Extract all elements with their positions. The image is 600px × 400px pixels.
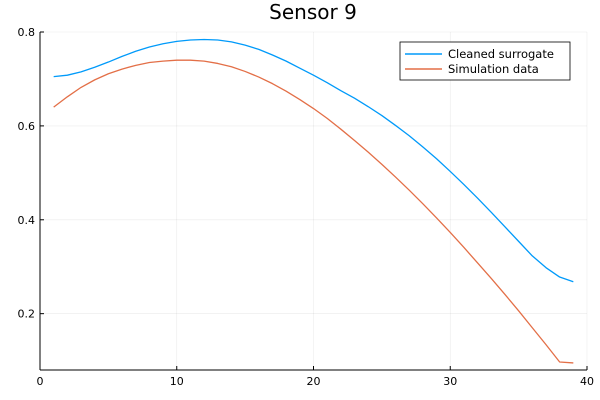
series-lines (53, 38, 574, 364)
axes: 0 10 20 30 40 0.2 0.4 0.6 0.8 (18, 26, 595, 388)
x-tick-label: 10 (170, 375, 184, 388)
y-tick-label: 0.6 (18, 120, 36, 133)
y-tick-label: 0.2 (18, 308, 36, 321)
legend-box (399, 41, 571, 81)
y-tick-label: 0.8 (18, 26, 36, 39)
series-line-1 (53, 59, 574, 364)
chart-title: Sensor 9 (269, 0, 357, 24)
x-tick-label: 20 (307, 375, 321, 388)
legend-label-0: Cleaned surrogate (448, 47, 554, 61)
x-tick-label: 30 (443, 375, 457, 388)
x-tick-label: 0 (37, 375, 44, 388)
x-tick-label: 40 (580, 375, 594, 388)
series-line-0 (53, 38, 574, 283)
grid-lines (39, 31, 588, 370)
legend-label-1: Simulation data (448, 62, 539, 76)
y-tick-label: 0.4 (18, 214, 36, 227)
